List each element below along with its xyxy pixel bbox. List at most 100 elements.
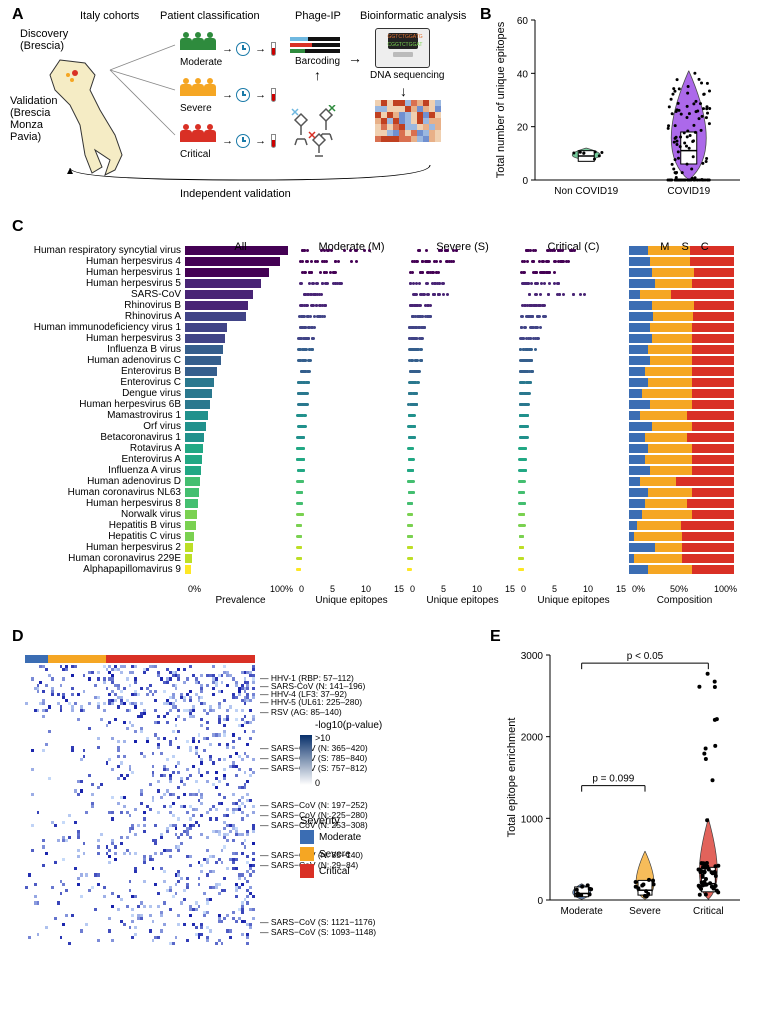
moderate-group: → → Moderate: [180, 32, 276, 68]
virus-row: Rotavirus A: [10, 443, 737, 454]
svg-text:p < 0.05: p < 0.05: [627, 651, 664, 662]
virus-row: Norwalk virus: [10, 509, 737, 520]
severe-group: → → Severe: [180, 78, 276, 114]
virus-row: Hepatitis B virus: [10, 520, 737, 531]
svg-text:0: 0: [522, 176, 528, 187]
virus-row: Influenza B virus: [10, 344, 737, 355]
heatmap-row-label: — SARS−CoV (N: 197−252): [260, 800, 368, 810]
antibody-phage-icon: [285, 105, 355, 160]
heatmap-icon: [375, 100, 441, 142]
virus-label: Enterovirus A: [10, 454, 185, 465]
virus-label: Orf virus: [10, 421, 185, 432]
virus-label: Rotavirus A: [10, 443, 185, 454]
validation-arrow: [50, 160, 450, 190]
virus-label: Human respiratory syncytial virus: [10, 245, 185, 256]
heatmap-row-label: — RSV (AG: 85–140): [260, 707, 342, 717]
virus-row: Enterovirus A: [10, 454, 737, 465]
severity-legend-title: Severity: [300, 815, 340, 827]
heatmap-row-label: — SARS−CoV (S: 1093−1148): [260, 927, 376, 937]
virus-row: Rhinovirus A: [10, 311, 737, 322]
virus-label: Enterovirus B: [10, 366, 185, 377]
barcoding-label: Barcoding: [290, 56, 345, 67]
dnaseq-label: DNA sequencing: [370, 70, 445, 81]
virus-row: Human herpesvirus 6B: [10, 399, 737, 410]
virus-label: Human coronavirus NL63: [10, 487, 185, 498]
virus-label: Human immunodeficiency virus 1: [10, 322, 185, 333]
heatmap-row-label: — SARS−CoV (S: 757−812): [260, 763, 367, 773]
virus-label: Human herpesvirus 8: [10, 498, 185, 509]
svg-text:Moderate: Moderate: [561, 906, 604, 917]
clock-icon: [236, 88, 250, 102]
virus-row: Enterovirus B: [10, 366, 737, 377]
heatmap-row-label: — SARS−CoV (S: 1121−1176): [260, 917, 375, 927]
virus-row: Human herpesvirus 8: [10, 498, 737, 509]
tube-icon: [271, 134, 276, 148]
svg-text:2000: 2000: [521, 733, 544, 744]
panel-e: 0100020003000Total epitope enrichmentMod…: [500, 640, 750, 930]
virus-row: Human herpesvirus 3: [10, 333, 737, 344]
virus-label: Norwalk virus: [10, 509, 185, 520]
header-bioinf: Bioinformatic analysis: [360, 10, 466, 22]
virus-label: Rhinovirus A: [10, 311, 185, 322]
clock-icon: [236, 42, 250, 56]
header-cohorts: Italy cohorts: [80, 10, 139, 22]
svg-text:Critical: Critical: [693, 906, 724, 917]
figure: A Italy cohorts Patient classification P…: [0, 0, 768, 1015]
virus-row: Human herpesvirus 2: [10, 542, 737, 553]
virus-row: Mamastrovirus 1: [10, 410, 737, 421]
tube-icon: [271, 42, 276, 56]
virus-row: Orf virus: [10, 421, 737, 432]
virus-row: Human coronavirus NL63: [10, 487, 737, 498]
virus-label: Influenza B virus: [10, 344, 185, 355]
svg-text:3000: 3000: [521, 651, 544, 662]
virus-label: Human adenovirus D: [10, 476, 185, 487]
virus-label: Alphapapillomavirus 9: [10, 564, 185, 575]
discovery-label: Discovery (Brescia): [20, 28, 68, 52]
virus-label: Human herpesvirus 5: [10, 278, 185, 289]
svg-text:COVID19: COVID19: [667, 186, 710, 197]
svg-text:60: 60: [517, 16, 529, 27]
svg-text:Total number of unique epitope: Total number of unique epitopes: [495, 21, 507, 178]
heatmap-row-label: — SARS−CoV (S: 785−840): [260, 753, 367, 763]
indep-val-label: Independent validation: [180, 188, 291, 200]
panel-a: Italy cohorts Patient classification Pha…: [30, 10, 470, 205]
header-classification: Patient classification: [160, 10, 260, 22]
virus-row: Human adenovirus D: [10, 476, 737, 487]
heatmap-row-label: — HHV-5 (UL61: 225–280): [260, 697, 362, 707]
virus-label: Hepatitis C virus: [10, 531, 185, 542]
virus-row: SARS-CoV: [10, 289, 737, 300]
virus-row: Rhinovirus B: [10, 300, 737, 311]
heatmap-d: [25, 665, 255, 945]
virus-row: Human adenovirus C: [10, 355, 737, 366]
virus-label: Human herpesvirus 1: [10, 267, 185, 278]
barcoding-icon: Barcoding ↑: [290, 35, 345, 83]
legend-min: 0: [315, 778, 320, 788]
svg-text:20: 20: [517, 123, 529, 134]
virus-row: Alphapapillomavirus 9: [10, 564, 737, 575]
virus-label: Human coronavirus 229E: [10, 553, 185, 564]
panel-b: 0204060Total number of unique epitopesNo…: [490, 10, 750, 205]
panel-c: AllModerate (M)Severe (S)Critical (C)MSC…: [10, 225, 758, 610]
virus-label: Hepatitis B virus: [10, 520, 185, 531]
virus-label: Enterovirus C: [10, 377, 185, 388]
tube-icon: [271, 88, 276, 102]
panel-d: — HHV-1 (RBP: 57–112)— SARS-CoV (N: 141–…: [10, 640, 480, 1000]
virus-label: Human herpesvirus 6B: [10, 399, 185, 410]
severe-label: Severe: [180, 103, 276, 114]
violin-plot-e: 0100020003000Total epitope enrichmentMod…: [500, 640, 750, 930]
svg-text:1000: 1000: [521, 814, 544, 825]
virus-row: Human herpesvirus 4: [10, 256, 737, 267]
heatmap-row-label: — SARS−CoV (N: 365−420): [260, 743, 368, 753]
virus-label: Influenza A virus: [10, 465, 185, 476]
virus-label: Human herpesvirus 2: [10, 542, 185, 553]
critical-group: → → Critical: [180, 124, 276, 160]
header-phageip: Phage-IP: [295, 10, 341, 22]
legend-title: -log10(p-value): [315, 720, 382, 731]
virus-label: Human adenovirus C: [10, 355, 185, 366]
map-lines: [90, 40, 185, 150]
virus-row: Human herpesvirus 5: [10, 278, 737, 289]
virus-row: Influenza A virus: [10, 465, 737, 476]
virus-row: Human herpesvirus 1: [10, 267, 737, 278]
severity-legend-item: Critical: [300, 864, 361, 878]
legend-gradient: [300, 735, 312, 785]
